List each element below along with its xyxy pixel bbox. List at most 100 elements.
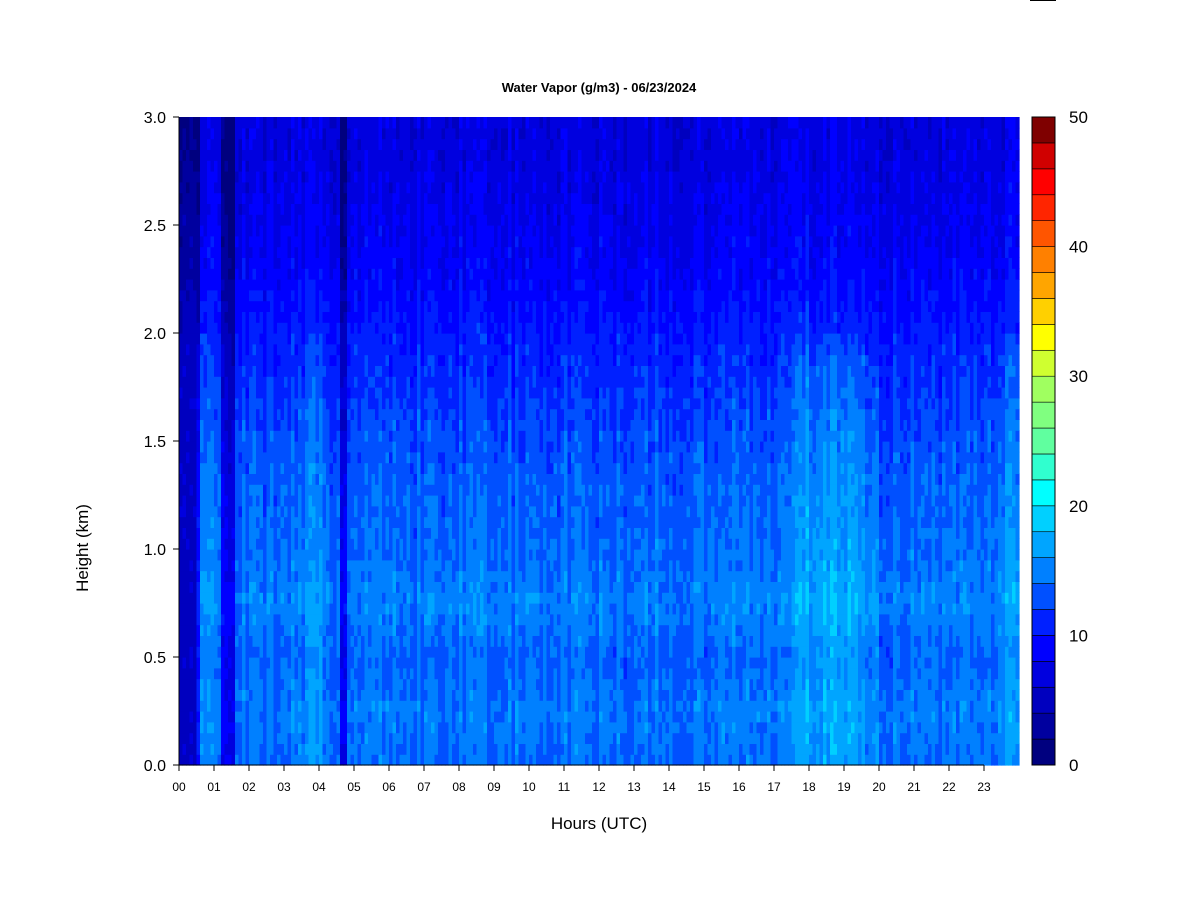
heatmap-cell — [266, 246, 271, 258]
heatmap-cell — [196, 441, 201, 453]
heatmap-cell — [193, 354, 198, 366]
heatmap-cell — [217, 430, 222, 442]
heatmap-cell — [413, 387, 418, 399]
heatmap-cell — [245, 333, 250, 345]
heatmap-cell — [364, 441, 369, 453]
heatmap-cell — [357, 592, 362, 604]
heatmap-cell — [228, 603, 233, 615]
heatmap-cell — [385, 473, 390, 485]
heatmap-cell — [424, 613, 429, 626]
heatmap-cell — [284, 581, 289, 593]
heatmap-cell — [193, 462, 198, 474]
heatmap-cell — [280, 527, 285, 539]
heatmap-cell — [399, 721, 404, 734]
heatmap-cell — [259, 441, 264, 453]
heatmap-cell — [207, 225, 212, 237]
heatmap-cell — [200, 138, 205, 150]
heatmap-cell — [462, 689, 467, 701]
heatmap-cell — [417, 667, 422, 680]
heatmap-cell — [354, 192, 359, 204]
heatmap-cell — [445, 300, 450, 312]
heatmap-cell — [354, 754, 359, 766]
heatmap-cell — [308, 538, 313, 550]
heatmap-cell — [270, 732, 275, 744]
heatmap-cell — [203, 613, 208, 626]
heatmap-cell — [294, 462, 299, 474]
heatmap-cell — [273, 732, 278, 744]
heatmap-cell — [375, 376, 380, 388]
heatmap-cell — [431, 192, 436, 204]
heatmap-cell — [329, 160, 334, 172]
heatmap-cell — [200, 516, 205, 528]
heatmap-cell — [298, 279, 303, 291]
heatmap-cell — [280, 592, 285, 604]
heatmap-cell — [357, 721, 362, 734]
heatmap-cell — [357, 516, 362, 528]
heatmap-cell — [364, 624, 369, 636]
heatmap-cell — [210, 333, 215, 345]
heatmap-cell — [326, 538, 331, 550]
heatmap-cell — [182, 365, 187, 377]
heatmap-cell — [434, 613, 439, 626]
heatmap-cell — [273, 441, 278, 453]
heatmap-cell — [438, 430, 443, 442]
heatmap-cell — [221, 678, 226, 690]
heatmap-cell — [179, 538, 184, 550]
heatmap-cell — [231, 246, 236, 258]
heatmap-cell — [361, 149, 366, 161]
heatmap-cell — [245, 192, 250, 204]
heatmap-cell — [375, 754, 380, 766]
heatmap-cell — [270, 300, 275, 312]
heatmap-cell — [231, 484, 236, 496]
heatmap-cell — [196, 592, 201, 604]
heatmap-cell — [312, 289, 317, 302]
heatmap-cell — [189, 495, 194, 507]
heatmap-cell — [287, 473, 292, 485]
heatmap-cell — [371, 214, 376, 226]
heatmap-cell — [231, 225, 236, 237]
heatmap-cell — [305, 279, 310, 291]
heatmap-cell — [214, 462, 219, 474]
heatmap-cell — [336, 505, 341, 518]
heatmap-cell — [301, 430, 306, 442]
heatmap-cell — [389, 333, 394, 345]
heatmap-cell — [385, 721, 390, 734]
heatmap-cell — [462, 754, 467, 766]
heatmap-cell — [364, 527, 369, 539]
heatmap-cell — [263, 117, 268, 129]
heatmap-cell — [298, 192, 303, 204]
heatmap-cell — [200, 592, 205, 604]
heatmap-cell — [224, 160, 229, 172]
heatmap-cell — [368, 171, 373, 183]
heatmap-cell — [350, 333, 355, 345]
heatmap-cell — [424, 181, 429, 194]
heatmap-cell — [301, 549, 306, 561]
heatmap-cell — [193, 538, 198, 550]
heatmap-cell — [315, 268, 320, 280]
heatmap-cell — [424, 527, 429, 539]
heatmap-cell — [284, 214, 289, 226]
heatmap-cell — [235, 192, 240, 204]
heatmap-cell — [228, 365, 233, 377]
heatmap-cell — [196, 333, 201, 345]
heatmap-cell — [441, 279, 446, 291]
heatmap-cell — [266, 527, 271, 539]
heatmap-cell — [434, 743, 439, 755]
heatmap-cell — [452, 462, 457, 474]
heatmap-cell — [249, 657, 254, 669]
heatmap-cell — [392, 646, 397, 658]
heatmap-cell — [312, 527, 317, 539]
heatmap-cell — [354, 689, 359, 701]
heatmap-cell — [420, 635, 425, 647]
heatmap-cell — [347, 376, 352, 388]
heatmap-cell — [322, 181, 327, 194]
heatmap-cell — [294, 160, 299, 172]
heatmap-cell — [235, 538, 240, 550]
heatmap-cell — [431, 700, 436, 712]
heatmap-cell — [459, 516, 464, 528]
heatmap-cell — [403, 365, 408, 377]
heatmap-cell — [375, 246, 380, 258]
heatmap-cell — [315, 257, 320, 269]
heatmap-cell — [385, 268, 390, 280]
heatmap-cell — [329, 516, 334, 528]
